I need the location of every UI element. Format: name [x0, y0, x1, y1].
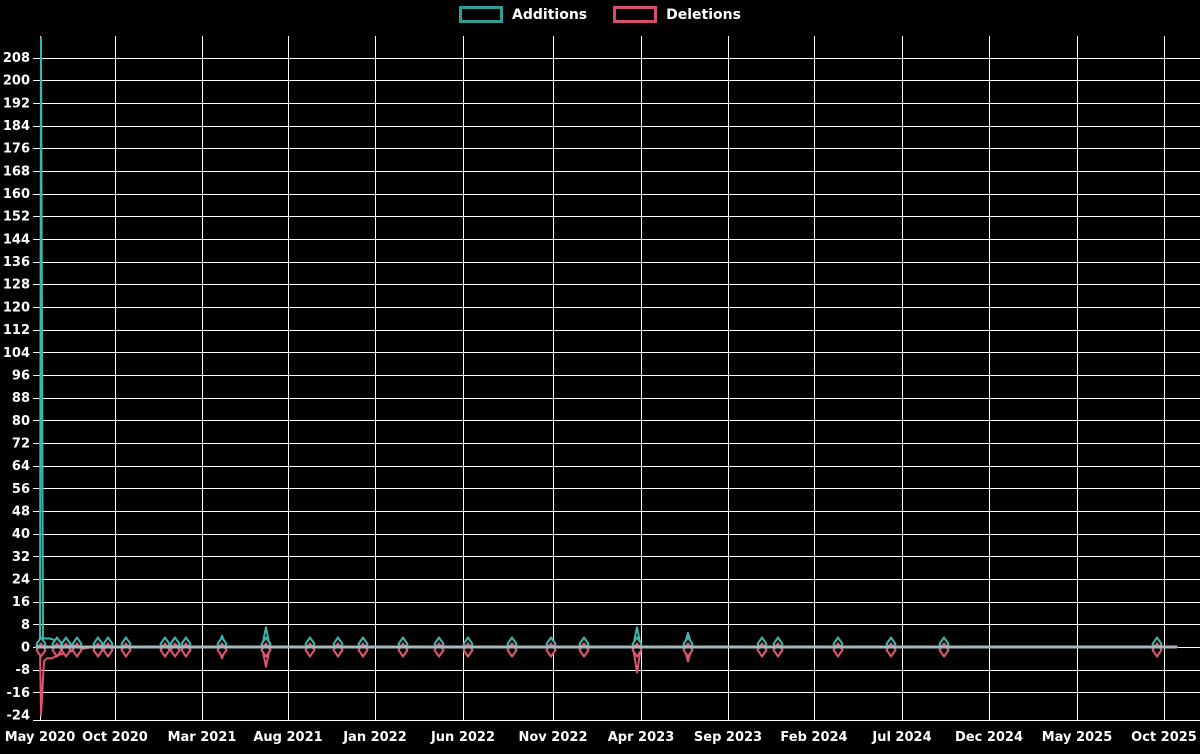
legend-label-deletions: Deletions — [666, 6, 741, 23]
y-axis-label: 16 — [12, 595, 30, 610]
series-line-deletions — [35, 646, 1178, 716]
legend-item-additions[interactable]: Additions — [459, 6, 587, 23]
y-axis-label: 40 — [12, 527, 30, 542]
y-axis-label: 152 — [3, 210, 30, 225]
y-axis-label: 176 — [3, 142, 30, 157]
x-axis-label: Feb 2024 — [780, 730, 847, 745]
x-axis-label: Jun 2022 — [430, 730, 495, 745]
y-axis-label: 128 — [3, 278, 30, 293]
y-axis-label: 168 — [3, 164, 30, 179]
y-axis-label: 0 — [21, 641, 30, 656]
x-axis-label: Jan 2022 — [342, 730, 407, 745]
x-axis-label: Mar 2021 — [168, 730, 237, 745]
series-line-additions — [35, 36, 1178, 648]
x-axis-label: Oct 2025 — [1131, 730, 1197, 745]
y-axis-label: 200 — [3, 74, 30, 89]
y-axis-label: 32 — [12, 550, 30, 565]
deletions-swatch-icon — [613, 6, 658, 23]
additions-swatch-icon — [459, 6, 504, 23]
y-axis-label: 144 — [3, 232, 30, 247]
y-axis-label: 160 — [3, 187, 30, 202]
legend-label-additions: Additions — [512, 6, 588, 23]
y-axis-label: 208 — [3, 51, 30, 66]
x-axis-label: Dec 2024 — [955, 730, 1023, 745]
y-axis-label: -16 — [7, 686, 31, 701]
y-axis-label: 104 — [3, 346, 30, 361]
y-axis-label: -8 — [16, 663, 30, 678]
y-axis-label: 88 — [12, 391, 30, 406]
y-axis-label: 48 — [12, 504, 30, 519]
y-axis-label: 184 — [3, 119, 30, 134]
y-axis-label: 136 — [3, 255, 30, 270]
y-axis-label: 96 — [12, 368, 30, 383]
x-axis-label: May 2020 — [5, 730, 76, 745]
x-axis-label: Jul 2024 — [871, 730, 931, 745]
y-axis-label: 72 — [12, 436, 30, 451]
chart-legend: Additions Deletions — [0, 6, 1200, 23]
legend-item-deletions[interactable]: Deletions — [613, 6, 741, 23]
y-axis-label: 80 — [12, 414, 30, 429]
x-axis-label: Oct 2020 — [82, 730, 148, 745]
x-axis-label: Sep 2023 — [694, 730, 762, 745]
y-axis-label: 64 — [12, 459, 30, 474]
y-axis-label: 56 — [12, 482, 30, 497]
x-axis-label: May 2025 — [1042, 730, 1113, 745]
y-axis-label: 120 — [3, 300, 30, 315]
x-axis-label: Aug 2021 — [253, 730, 322, 745]
y-axis-label: -24 — [7, 709, 31, 724]
x-axis-label: Apr 2023 — [608, 730, 675, 745]
y-axis-label: 24 — [12, 572, 30, 587]
y-axis-label: 112 — [3, 323, 30, 338]
x-axis-label: Nov 2022 — [519, 730, 588, 745]
y-axis-label: 8 — [21, 618, 30, 633]
y-axis-label: 192 — [3, 96, 30, 111]
